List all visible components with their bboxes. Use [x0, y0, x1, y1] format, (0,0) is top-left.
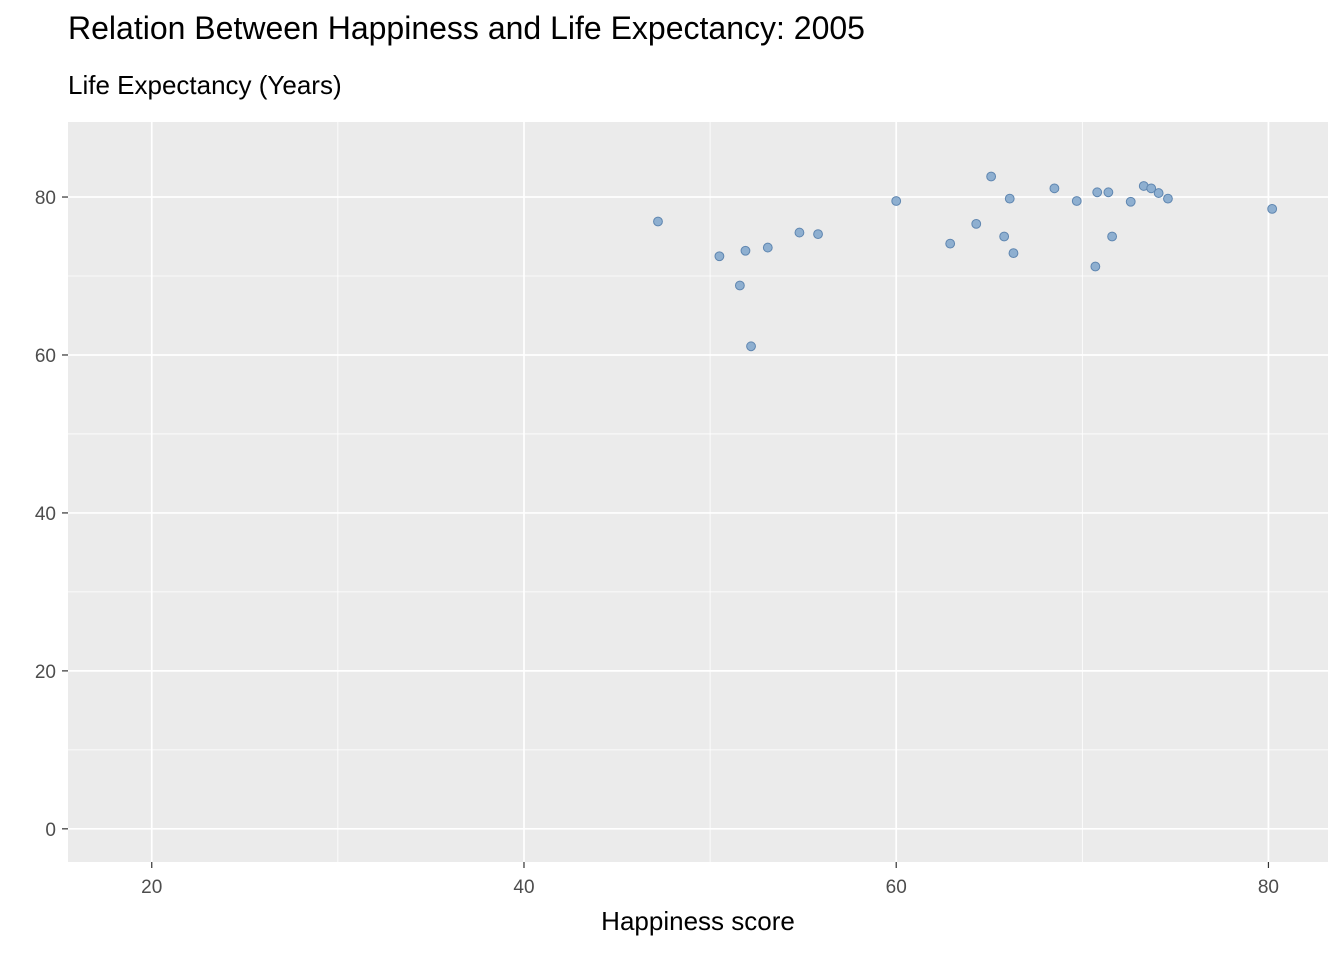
x-tick-label: 60	[886, 877, 907, 898]
data-point	[1092, 187, 1103, 198]
x-axis-label: Happiness score	[601, 906, 795, 936]
data-point	[1049, 183, 1060, 194]
data-point	[1071, 196, 1082, 206]
data-point	[1146, 183, 1157, 194]
x-tick-label: 40	[513, 877, 534, 898]
data-point	[740, 245, 751, 256]
data-point	[1107, 231, 1118, 242]
data-point	[762, 242, 773, 253]
data-point	[1267, 203, 1278, 214]
data-point	[971, 218, 982, 229]
data-point	[734, 280, 745, 291]
chart-title: Relation Between Happiness and Life Expe…	[68, 10, 865, 46]
data-point	[1008, 248, 1019, 258]
y-axis: 0 20 40 60 80	[35, 188, 68, 841]
data-point	[1153, 188, 1164, 198]
chart-subtitle: Life Expectancy (Years)	[68, 70, 342, 100]
data-point	[1090, 261, 1101, 272]
data-point	[813, 229, 823, 240]
data-points	[653, 171, 1278, 352]
data-point	[1004, 193, 1015, 204]
x-tick-label: 80	[1258, 877, 1279, 898]
x-tick-label: 20	[141, 877, 162, 898]
x-axis: 20 40 60 80	[141, 862, 1279, 898]
data-point	[945, 238, 956, 249]
grid-minor	[68, 122, 1328, 862]
y-tick-label: 20	[35, 662, 56, 683]
data-point	[746, 341, 756, 352]
y-tick-label: 0	[45, 820, 56, 841]
grid-major	[68, 122, 1328, 862]
data-point	[1103, 187, 1114, 198]
y-tick-label: 60	[35, 346, 56, 367]
data-point	[891, 196, 902, 206]
data-point	[1125, 196, 1136, 207]
data-point	[999, 231, 1010, 242]
y-tick-label: 80	[35, 188, 56, 209]
data-point	[1163, 193, 1173, 204]
data-point	[653, 216, 663, 227]
plot-panel	[68, 122, 1328, 862]
data-point	[986, 171, 997, 182]
y-tick-label: 40	[35, 504, 56, 525]
data-point	[794, 227, 805, 238]
data-point	[714, 251, 725, 262]
